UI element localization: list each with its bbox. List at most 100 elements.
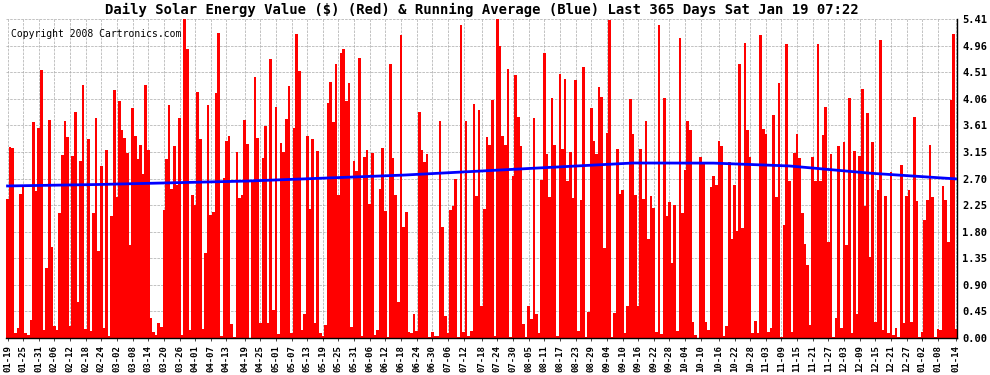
Bar <box>53 326 55 338</box>
Bar <box>825 107 827 338</box>
Bar <box>746 130 748 338</box>
Bar <box>301 330 303 338</box>
Bar <box>952 34 954 338</box>
Bar <box>574 80 577 338</box>
Bar <box>457 337 459 338</box>
Bar <box>564 79 566 338</box>
Bar <box>366 150 368 338</box>
Bar <box>699 157 702 338</box>
Bar <box>913 117 916 338</box>
Bar <box>335 64 338 338</box>
Bar <box>670 263 673 338</box>
Bar <box>855 314 858 338</box>
Bar <box>145 85 147 338</box>
Bar <box>181 334 183 338</box>
Bar <box>478 110 480 338</box>
Bar <box>217 33 220 338</box>
Bar <box>579 200 582 338</box>
Bar <box>429 337 431 338</box>
Bar <box>426 154 429 338</box>
Bar <box>111 216 113 338</box>
Bar <box>585 337 587 338</box>
Bar <box>82 85 84 338</box>
Bar <box>728 162 731 338</box>
Bar <box>663 98 665 338</box>
Bar <box>530 319 533 338</box>
Bar <box>772 115 775 338</box>
Bar <box>718 141 721 338</box>
Bar <box>678 38 681 338</box>
Bar <box>170 189 173 338</box>
Bar <box>619 194 621 338</box>
Bar <box>655 332 657 338</box>
Bar <box>418 112 421 338</box>
Bar <box>838 146 841 338</box>
Bar <box>189 330 191 338</box>
Bar <box>416 332 418 338</box>
Bar <box>105 150 108 338</box>
Bar <box>303 314 306 338</box>
Bar <box>814 181 817 338</box>
Bar <box>710 187 713 338</box>
Bar <box>545 154 548 338</box>
Bar <box>405 212 408 338</box>
Bar <box>41 70 43 338</box>
Bar <box>400 36 402 338</box>
Bar <box>833 336 835 338</box>
Bar <box>616 149 619 338</box>
Bar <box>577 331 579 338</box>
Bar <box>387 337 389 338</box>
Bar <box>932 197 934 338</box>
Bar <box>637 306 640 338</box>
Bar <box>742 228 743 338</box>
Text: Copyright 2008 Cartronics.com: Copyright 2008 Cartronics.com <box>11 29 181 39</box>
Bar <box>507 69 509 338</box>
Bar <box>652 208 655 338</box>
Bar <box>149 318 152 338</box>
Bar <box>167 105 170 338</box>
Bar <box>87 140 90 338</box>
Bar <box>434 336 437 338</box>
Bar <box>647 239 649 338</box>
Bar <box>327 103 330 338</box>
Bar <box>277 334 280 338</box>
Bar <box>147 150 149 338</box>
Bar <box>173 146 175 338</box>
Bar <box>103 328 105 338</box>
Bar <box>132 108 134 338</box>
Bar <box>137 159 140 338</box>
Bar <box>887 333 890 338</box>
Bar <box>58 213 61 338</box>
Bar <box>267 323 269 338</box>
Bar <box>421 150 423 338</box>
Bar <box>322 336 324 338</box>
Bar <box>499 46 501 338</box>
Bar <box>538 333 541 338</box>
Bar <box>748 157 751 338</box>
Bar <box>600 97 603 338</box>
Bar <box>244 120 246 338</box>
Bar <box>50 247 53 338</box>
Bar <box>95 118 97 338</box>
Bar <box>736 231 739 338</box>
Bar <box>108 336 111 338</box>
Bar <box>751 333 754 338</box>
Bar <box>876 190 879 338</box>
Bar <box>470 331 472 338</box>
Bar <box>770 328 772 338</box>
Bar <box>911 322 913 338</box>
Bar <box>801 213 804 338</box>
Bar <box>869 257 871 338</box>
Bar <box>319 333 322 338</box>
Bar <box>842 142 845 338</box>
Bar <box>330 82 332 338</box>
Bar <box>223 178 225 338</box>
Bar <box>488 145 491 338</box>
Bar <box>775 197 777 338</box>
Bar <box>442 227 444 338</box>
Bar <box>157 323 160 338</box>
Bar <box>84 329 87 338</box>
Bar <box>582 67 585 338</box>
Bar <box>556 336 558 338</box>
Bar <box>820 182 822 338</box>
